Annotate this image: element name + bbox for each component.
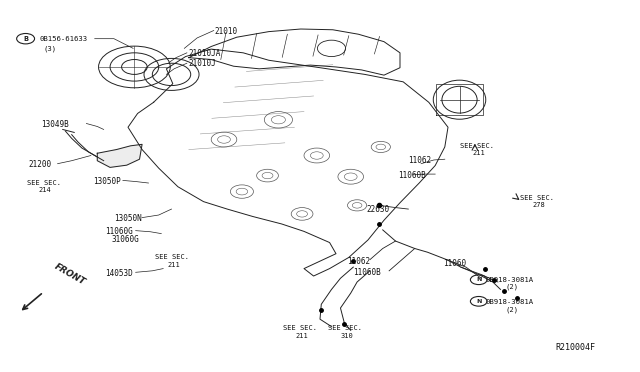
Text: 22630: 22630 bbox=[366, 205, 389, 214]
Text: 211: 211 bbox=[472, 150, 485, 156]
Text: 14053D: 14053D bbox=[106, 269, 133, 278]
Text: N: N bbox=[476, 299, 481, 304]
Text: 13049B: 13049B bbox=[42, 120, 69, 129]
Text: B: B bbox=[23, 36, 28, 42]
Text: R210004F: R210004F bbox=[556, 343, 595, 352]
Text: SEE SEC.: SEE SEC. bbox=[520, 195, 554, 201]
Text: 21200: 21200 bbox=[29, 160, 52, 169]
Text: (2): (2) bbox=[506, 284, 519, 291]
Text: 211: 211 bbox=[168, 262, 180, 268]
Text: 21010JA: 21010JA bbox=[189, 49, 221, 58]
Text: 211: 211 bbox=[296, 333, 308, 339]
Text: 21010: 21010 bbox=[214, 27, 237, 36]
Text: 0B918-3081A: 0B918-3081A bbox=[485, 277, 533, 283]
Text: 214: 214 bbox=[38, 187, 51, 193]
Text: 13050P: 13050P bbox=[93, 177, 120, 186]
Text: 0B918-3081A: 0B918-3081A bbox=[485, 299, 533, 305]
Text: SEE SEC.: SEE SEC. bbox=[155, 254, 189, 260]
Text: 278: 278 bbox=[532, 202, 545, 208]
Text: 31060G: 31060G bbox=[112, 235, 140, 244]
Text: (2): (2) bbox=[506, 306, 519, 313]
Text: SEE SEC.: SEE SEC. bbox=[328, 325, 362, 331]
Text: 310: 310 bbox=[340, 333, 353, 339]
Text: 21010J: 21010J bbox=[189, 60, 216, 68]
Text: SEE SEC.: SEE SEC. bbox=[460, 143, 493, 149]
Text: 11060B: 11060B bbox=[398, 171, 426, 180]
Text: 11062: 11062 bbox=[347, 257, 370, 266]
Text: 11062: 11062 bbox=[408, 156, 431, 165]
Text: N: N bbox=[476, 277, 481, 282]
Text: (3): (3) bbox=[44, 46, 57, 52]
Text: FRONT: FRONT bbox=[52, 262, 86, 287]
Text: 0B156-61633: 0B156-61633 bbox=[40, 36, 88, 42]
Text: 11060: 11060 bbox=[443, 259, 466, 268]
Text: 11060B: 11060B bbox=[353, 268, 381, 277]
Text: SEE SEC.: SEE SEC. bbox=[27, 180, 61, 186]
Text: 13050N: 13050N bbox=[114, 214, 141, 223]
Polygon shape bbox=[97, 144, 142, 167]
Text: 11060G: 11060G bbox=[106, 227, 133, 236]
Text: SEE SEC.: SEE SEC. bbox=[283, 325, 317, 331]
